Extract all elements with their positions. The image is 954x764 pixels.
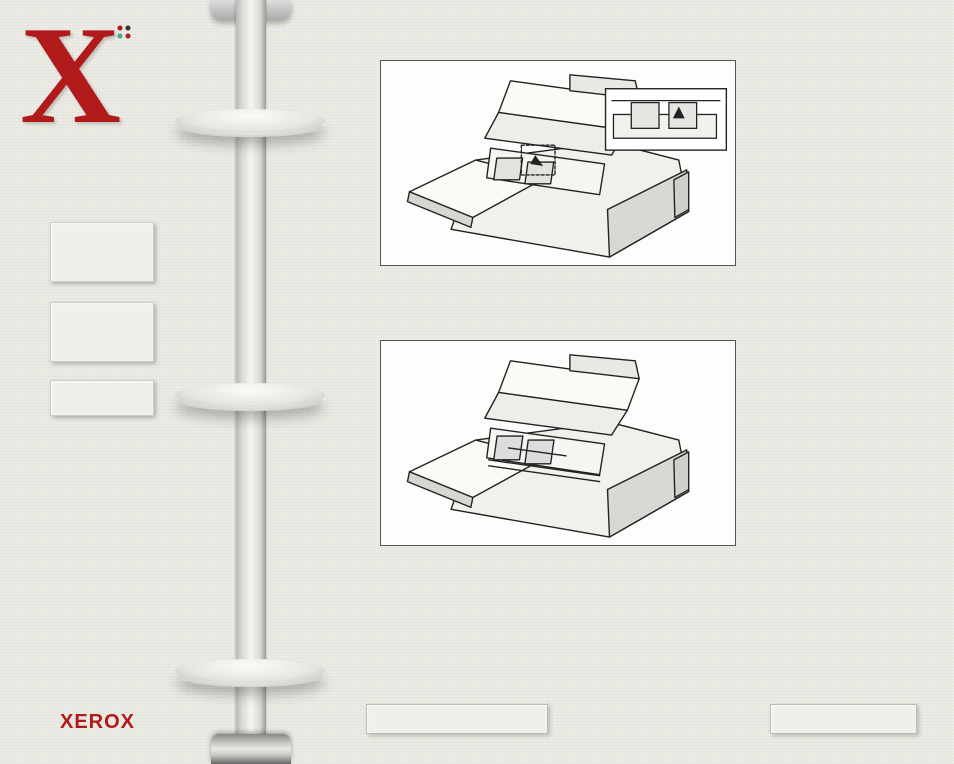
binder-ring <box>175 98 325 148</box>
footer-xerox-logo: XEROX <box>60 711 135 734</box>
footer-button-1[interactable] <box>366 704 548 734</box>
sidebar-button-3[interactable] <box>50 380 154 416</box>
binder-knob-bottom <box>211 734 291 764</box>
binder-ring <box>175 372 325 422</box>
binder-ring <box>175 648 325 698</box>
footer-button-2[interactable] <box>770 704 917 734</box>
sidebar-button-1[interactable] <box>50 222 154 282</box>
sidebar-button-2[interactable] <box>50 302 154 362</box>
xerox-x-logo: X <box>20 20 111 132</box>
figure-printer-step-2 <box>380 340 736 546</box>
figure-printer-step-1 <box>380 60 736 266</box>
